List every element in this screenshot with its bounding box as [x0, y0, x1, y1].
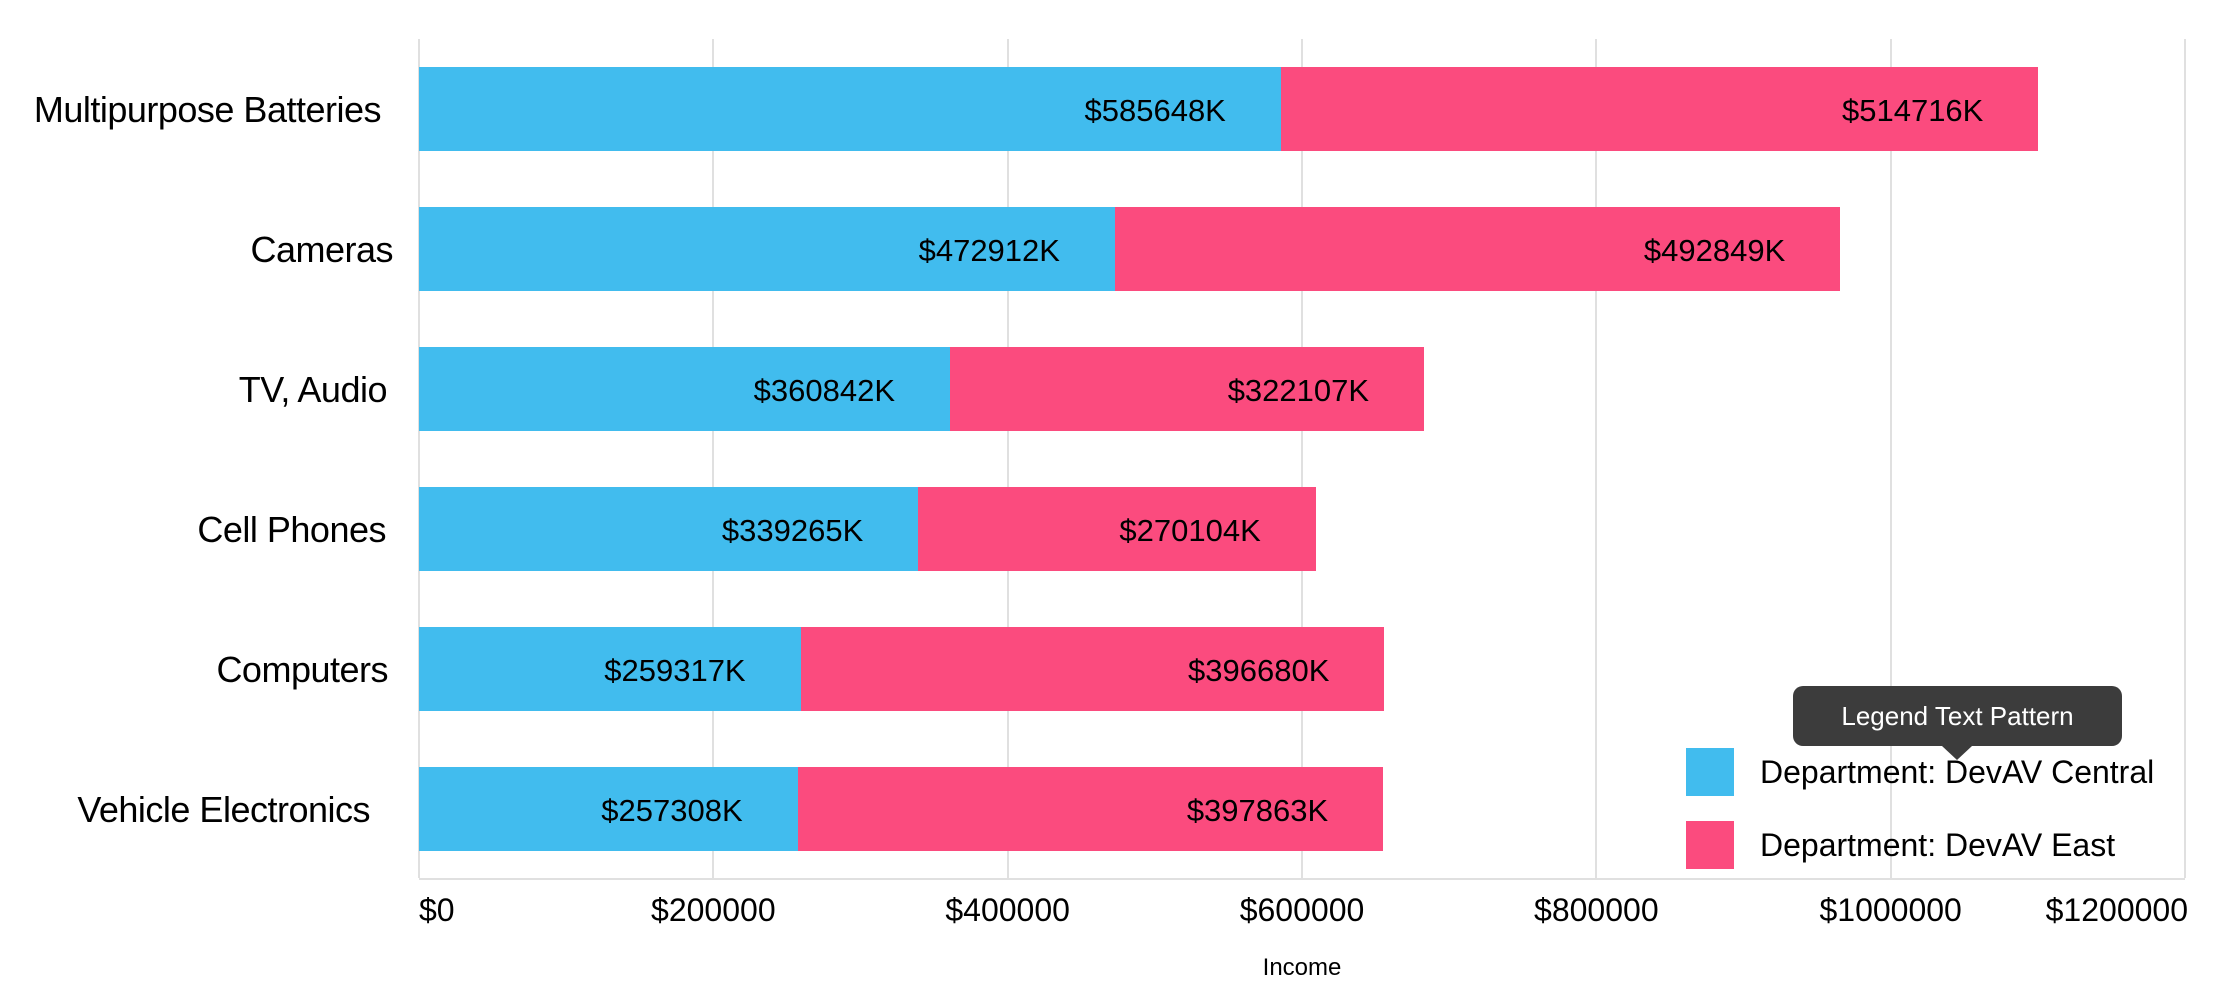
- category-label: Cameras: [250, 229, 393, 270]
- data-label: $396680K: [1188, 653, 1330, 688]
- bar-segment-central[interactable]: [419, 487, 919, 571]
- bar-segment-east[interactable]: [1280, 67, 2039, 151]
- gridline: [1595, 39, 1598, 878]
- data-label: $339265K: [721, 513, 864, 548]
- data-label: $270104K: [1119, 513, 1261, 548]
- legend-label-devav-east: Department: DevAV East: [1760, 826, 2116, 863]
- gridline: [418, 39, 420, 878]
- x-axis-line: [419, 878, 2185, 880]
- bar-segment-east[interactable]: [797, 767, 1384, 851]
- data-label: $257308K: [601, 793, 743, 828]
- data-label: $397863K: [1186, 793, 1329, 828]
- bar-segment-central[interactable]: [419, 767, 798, 851]
- bar-segment-east[interactable]: [1114, 207, 1841, 291]
- bar-segment-east[interactable]: [918, 487, 1316, 571]
- legend-swatch-devav-central: [1686, 748, 1734, 796]
- x-tick-label: $600000: [1239, 892, 1365, 928]
- legend-swatch-devav-east: [1686, 821, 1734, 869]
- legend-tooltip-arrow: [1942, 746, 1972, 760]
- legend-tooltip: Legend Text Pattern: [1793, 686, 2122, 760]
- data-label: $585648K: [1084, 93, 1226, 128]
- data-label: $259317K: [604, 653, 746, 688]
- bar-segment-central[interactable]: [419, 207, 1115, 291]
- x-tick-label: $400000: [945, 892, 1070, 928]
- x-tick-label: $1000000: [1819, 892, 1962, 928]
- x-axis-title: Income: [1262, 954, 1342, 981]
- x-tick-label: $800000: [1534, 892, 1659, 928]
- data-label: $472912K: [918, 233, 1060, 268]
- bar-segment-central[interactable]: [419, 67, 1281, 151]
- data-label: $360842K: [753, 373, 896, 408]
- gridline: [1006, 39, 1009, 878]
- data-label: $514716K: [1841, 93, 1984, 128]
- gridline: [2184, 39, 2186, 878]
- category-label: Multipurpose Batteries: [33, 89, 382, 130]
- legend: Department: DevAV Central Department: De…: [1686, 748, 2154, 894]
- x-tick-label: $1200000: [2045, 892, 2188, 928]
- data-label: $492849K: [1643, 233, 1786, 268]
- x-tick-label: $200000: [651, 892, 776, 928]
- category-label: Cell Phones: [197, 509, 386, 550]
- bar-segment-central[interactable]: [419, 627, 801, 711]
- bar-segment-east[interactable]: [950, 347, 1425, 431]
- bar-segment-central[interactable]: [419, 347, 951, 431]
- legend-item-devav-east[interactable]: Department: DevAV East: [1686, 821, 2154, 869]
- category-label: Vehicle Electronics: [77, 789, 370, 830]
- x-tick-label: $0: [419, 892, 455, 928]
- gridline: [712, 39, 715, 878]
- gridline: [1301, 39, 1303, 878]
- category-label: TV, Audio: [238, 369, 388, 410]
- data-label: $322107K: [1227, 373, 1370, 408]
- legend-item-devav-central[interactable]: Department: DevAV Central: [1686, 748, 2154, 796]
- legend-tooltip-text: Legend Text Pattern: [1841, 700, 2074, 731]
- bar-segment-east[interactable]: [800, 627, 1385, 711]
- gridline: [1889, 39, 1892, 878]
- category-label: Computers: [216, 649, 388, 690]
